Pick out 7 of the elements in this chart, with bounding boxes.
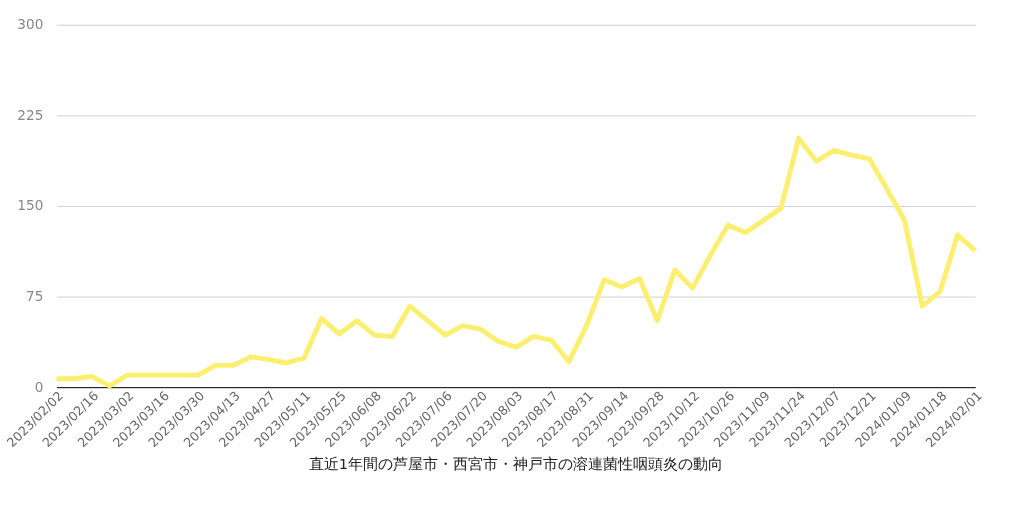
y-tick-label: 300 (17, 16, 44, 33)
y-tick-label: 150 (17, 197, 44, 214)
text: 直近1年間の芦屋市・西宮市・神戸市の溶連菌性咽頭炎の動向 (308, 455, 724, 473)
line-series (54, 135, 978, 389)
y-tick-label: 75 (26, 287, 44, 304)
y-tick-label: 0 (34, 378, 44, 395)
y-tick-label: 225 (17, 106, 44, 123)
